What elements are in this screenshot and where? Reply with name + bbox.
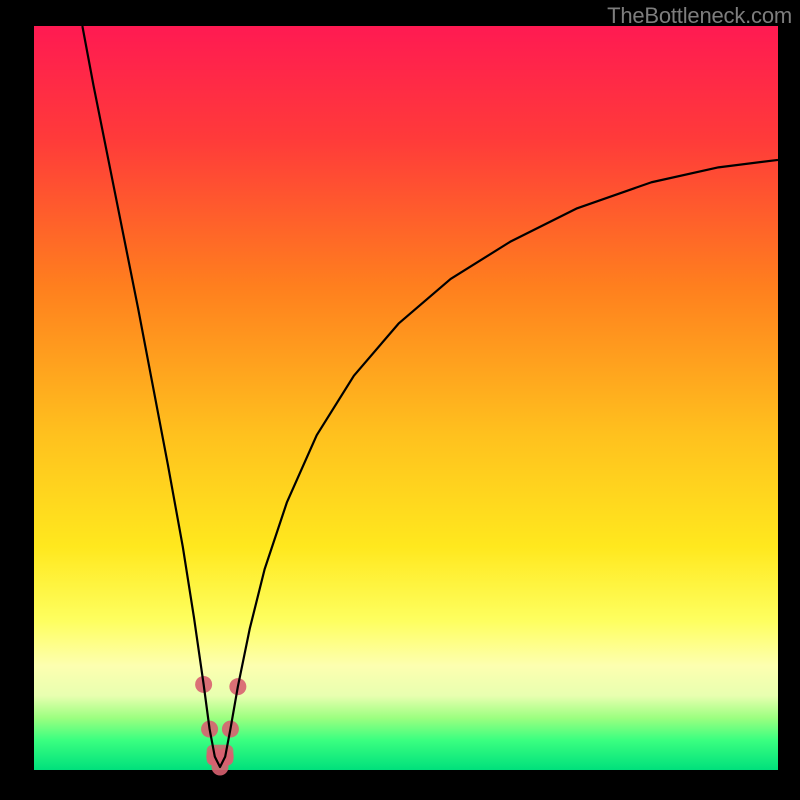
chart-svg bbox=[0, 0, 800, 800]
plot-area bbox=[34, 26, 778, 770]
chart-root: TheBottleneck.com bbox=[0, 0, 800, 800]
attribution-text: TheBottleneck.com bbox=[607, 3, 792, 29]
